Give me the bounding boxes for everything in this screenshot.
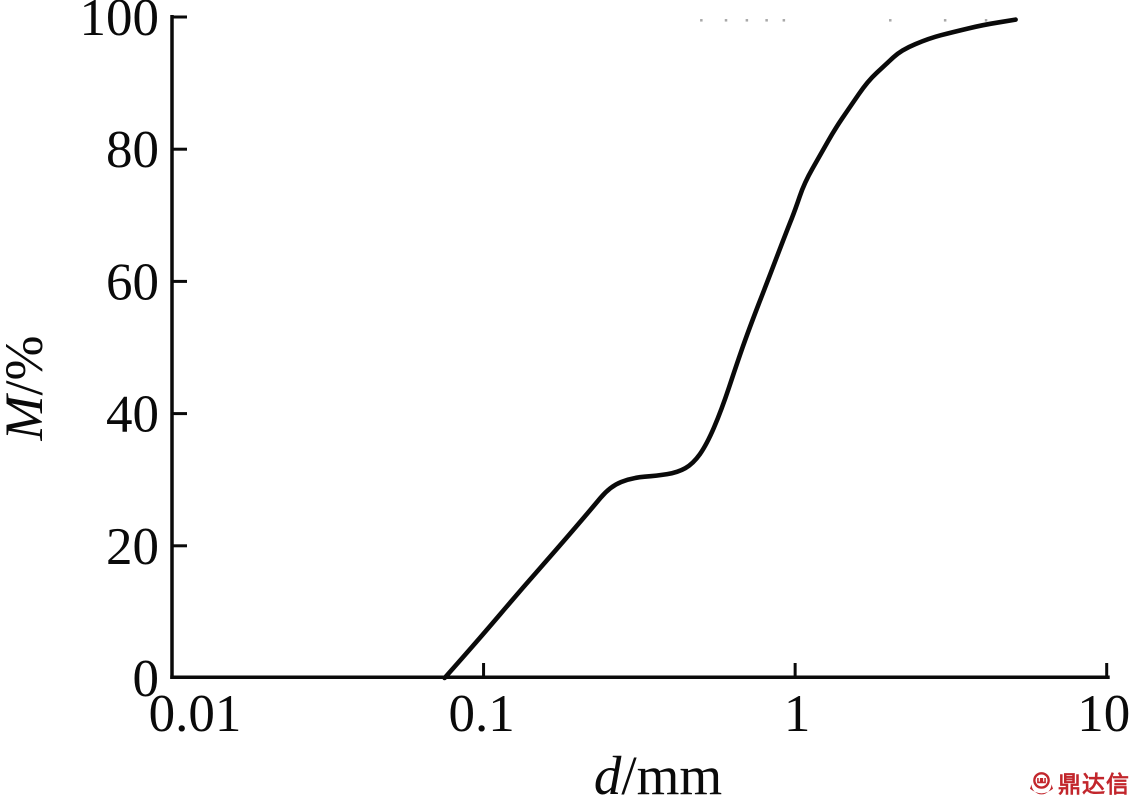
scan-artifact-dot [943,19,947,22]
y-axis-unit: /% [0,335,54,396]
x-axis-unit: /mm [621,745,723,806]
x-tick-label: 0.01 [149,685,242,743]
y-axis-variable: M [0,395,54,441]
scan-artifact-dot [984,19,988,22]
distribution-curve [442,17,1018,681]
x-axis-variable: d [593,745,622,806]
y-tick-label: 20 [106,518,159,576]
scan-artifact-dot [724,19,728,22]
y-tick-label: 100 [80,0,160,47]
watermark-text: 鼎达信 [1058,770,1130,797]
y-tick-label: 60 [106,253,159,311]
y-tick-label: 80 [106,121,159,179]
scan-artifact-dot [700,19,703,22]
x-axis-title: d/mm [594,744,722,806]
dingdaxin-logo-icon [1029,772,1054,795]
scan-artifact-dot [745,19,749,22]
x-tick-label: 0.1 [448,685,514,743]
y-tick-label: 0 [133,650,160,708]
scan-artifact-dot [889,19,892,22]
watermark-logo: 鼎达信 [1028,770,1130,798]
scan-artifact-dot [782,19,786,22]
scan-artifact-dot [765,19,768,22]
x-tick-label: 10 [1077,685,1130,743]
y-axis-title: M/% [0,336,55,441]
x-tick-label: 1 [784,685,811,743]
y-tick-label: 40 [106,386,159,444]
